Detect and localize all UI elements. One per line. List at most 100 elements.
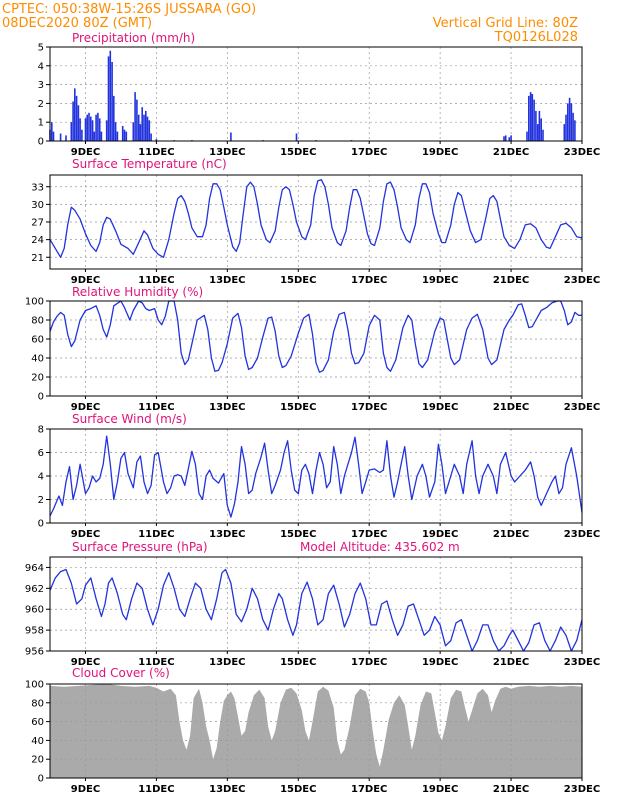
x-tick-label: 17DEC xyxy=(351,275,387,286)
x-tick-label: 23DEC xyxy=(564,402,600,413)
x-tick-label: 21DEC xyxy=(493,275,529,286)
pressure-series-line xyxy=(49,568,583,652)
plot-frame xyxy=(49,428,583,524)
x-tick-label: 17DEC xyxy=(351,147,387,158)
precipitation-bar xyxy=(508,137,511,141)
x-tick-label: 9DEC xyxy=(71,529,100,540)
x-tick-label: 23DEC xyxy=(564,657,600,668)
x-tick-label: 21DEC xyxy=(493,529,529,540)
x-tick-label: 17DEC xyxy=(351,784,387,795)
y-tick-label: 2 xyxy=(38,495,44,506)
precipitation-bar xyxy=(125,131,128,141)
precipitation-bar xyxy=(139,124,142,141)
x-tick-label: 15DEC xyxy=(280,402,316,413)
header-date: 08DEC2020 80Z (GMT) xyxy=(2,16,152,31)
y-tick-label: 33 xyxy=(31,182,44,193)
x-tick-label: 15DEC xyxy=(280,657,316,668)
y-tick-label: 8 xyxy=(38,425,44,436)
temp-series-line xyxy=(49,179,583,258)
precipitation-bar xyxy=(75,95,78,141)
precipitation-bar xyxy=(567,103,569,141)
precipitation-bar xyxy=(95,114,97,141)
y-tick-label: 40 xyxy=(31,736,44,747)
precipitation-bar xyxy=(91,120,94,141)
x-tick-label: 23DEC xyxy=(564,147,600,158)
y-tick-label: 960 xyxy=(25,605,44,616)
y-tick-label: 30 xyxy=(31,200,44,211)
model-altitude-label: Model Altitude: 435.602 m xyxy=(300,540,460,554)
y-tick-label: 2 xyxy=(38,99,44,110)
precipitation-bar xyxy=(148,120,151,141)
precipitation-bar xyxy=(52,131,55,141)
wind-title: Surface Wind (m/s) xyxy=(72,412,187,426)
x-tick-label: 17DEC xyxy=(351,529,387,540)
y-tick-label: 4 xyxy=(38,61,44,72)
precipitation-bar xyxy=(100,131,103,141)
precipitation-bar xyxy=(81,129,83,141)
pressure-panel: Surface Pressure (hPa) Model Altitude: 4… xyxy=(25,540,600,668)
x-tick-label: 19DEC xyxy=(422,147,458,158)
x-tick-label: 15DEC xyxy=(280,147,316,158)
precipitation-bar xyxy=(146,116,149,141)
precipitation-bar xyxy=(538,110,541,141)
precipitation-bar xyxy=(72,101,74,141)
rh-series-line xyxy=(49,300,582,373)
precipitation-bar xyxy=(136,99,138,141)
precipitation-bar xyxy=(134,92,136,141)
humidity-title: Relative Humidity (%) xyxy=(72,285,203,299)
precipitation-bar xyxy=(105,120,108,141)
x-tick-label: 23DEC xyxy=(564,529,600,540)
precipitation-bar xyxy=(97,112,99,141)
x-tick-label: 9DEC xyxy=(71,275,100,286)
temperature-panel: Surface Temperature (nC) 21 24 27 30 33 9DEC 1… xyxy=(31,157,600,286)
precipitation-bar xyxy=(114,122,117,141)
precipitation-bar xyxy=(88,112,90,141)
y-tick-label: 60 xyxy=(31,335,44,346)
y-tick-label: 20 xyxy=(31,755,44,766)
wind-series-line xyxy=(49,435,583,518)
precipitation-bar xyxy=(570,103,573,141)
precipitation-bar xyxy=(533,99,535,141)
x-tick-label: 9DEC xyxy=(71,147,100,158)
x-tick-label: 15DEC xyxy=(280,784,316,795)
precipitation-bar xyxy=(90,116,92,141)
precipitation-bar xyxy=(121,126,124,141)
y-tick-label: 24 xyxy=(31,235,44,246)
precipitation-bar xyxy=(565,114,567,141)
y-tick-label: 4 xyxy=(38,472,44,483)
precipitation-bar xyxy=(109,50,112,141)
x-tick-label: 15DEC xyxy=(280,529,316,540)
y-tick-label: 80 xyxy=(31,698,44,709)
precipitation-bar xyxy=(132,122,135,141)
y-tick-label: 964 xyxy=(25,563,44,574)
y-tick-label: 5 xyxy=(38,43,44,54)
plot-frame xyxy=(49,300,583,397)
humidity-panel: Relative Humidity (%) 0 20 40 60 80 100 9DEC 11… xyxy=(25,285,600,413)
precipitation-bar xyxy=(503,136,505,141)
x-tick-label: 19DEC xyxy=(422,402,458,413)
header-grid-line: Vertical Grid Line: 80Z xyxy=(433,16,578,31)
y-tick-label: 3 xyxy=(38,80,44,91)
x-tick-label: 17DEC xyxy=(351,657,387,668)
precipitation-bar xyxy=(295,133,298,141)
precipitation-bar xyxy=(74,88,76,141)
precipitation-bar xyxy=(510,135,512,141)
x-tick-label: 13DEC xyxy=(209,784,245,795)
x-tick-label: 19DEC xyxy=(422,784,458,795)
x-tick-label: 17DEC xyxy=(351,402,387,413)
precipitation-title: Precipitation (mm/h) xyxy=(72,31,195,45)
precipitation-bar xyxy=(59,133,62,141)
header-model-id: TQ0126L028 xyxy=(494,30,578,45)
x-tick-label: 9DEC xyxy=(71,402,100,413)
precipitation-bar xyxy=(93,131,96,141)
plot-frame xyxy=(49,683,583,779)
precipitation-bar xyxy=(150,133,152,141)
precipitation-bar xyxy=(123,129,126,141)
y-tick-label: 100 xyxy=(25,297,44,308)
x-tick-label: 15DEC xyxy=(280,275,316,286)
y-tick-label: 0 xyxy=(38,392,44,403)
cloud-cover-area xyxy=(50,684,582,778)
y-tick-label: 0 xyxy=(38,137,44,148)
x-tick-label: 13DEC xyxy=(209,402,245,413)
precipitation-bar xyxy=(526,131,528,141)
